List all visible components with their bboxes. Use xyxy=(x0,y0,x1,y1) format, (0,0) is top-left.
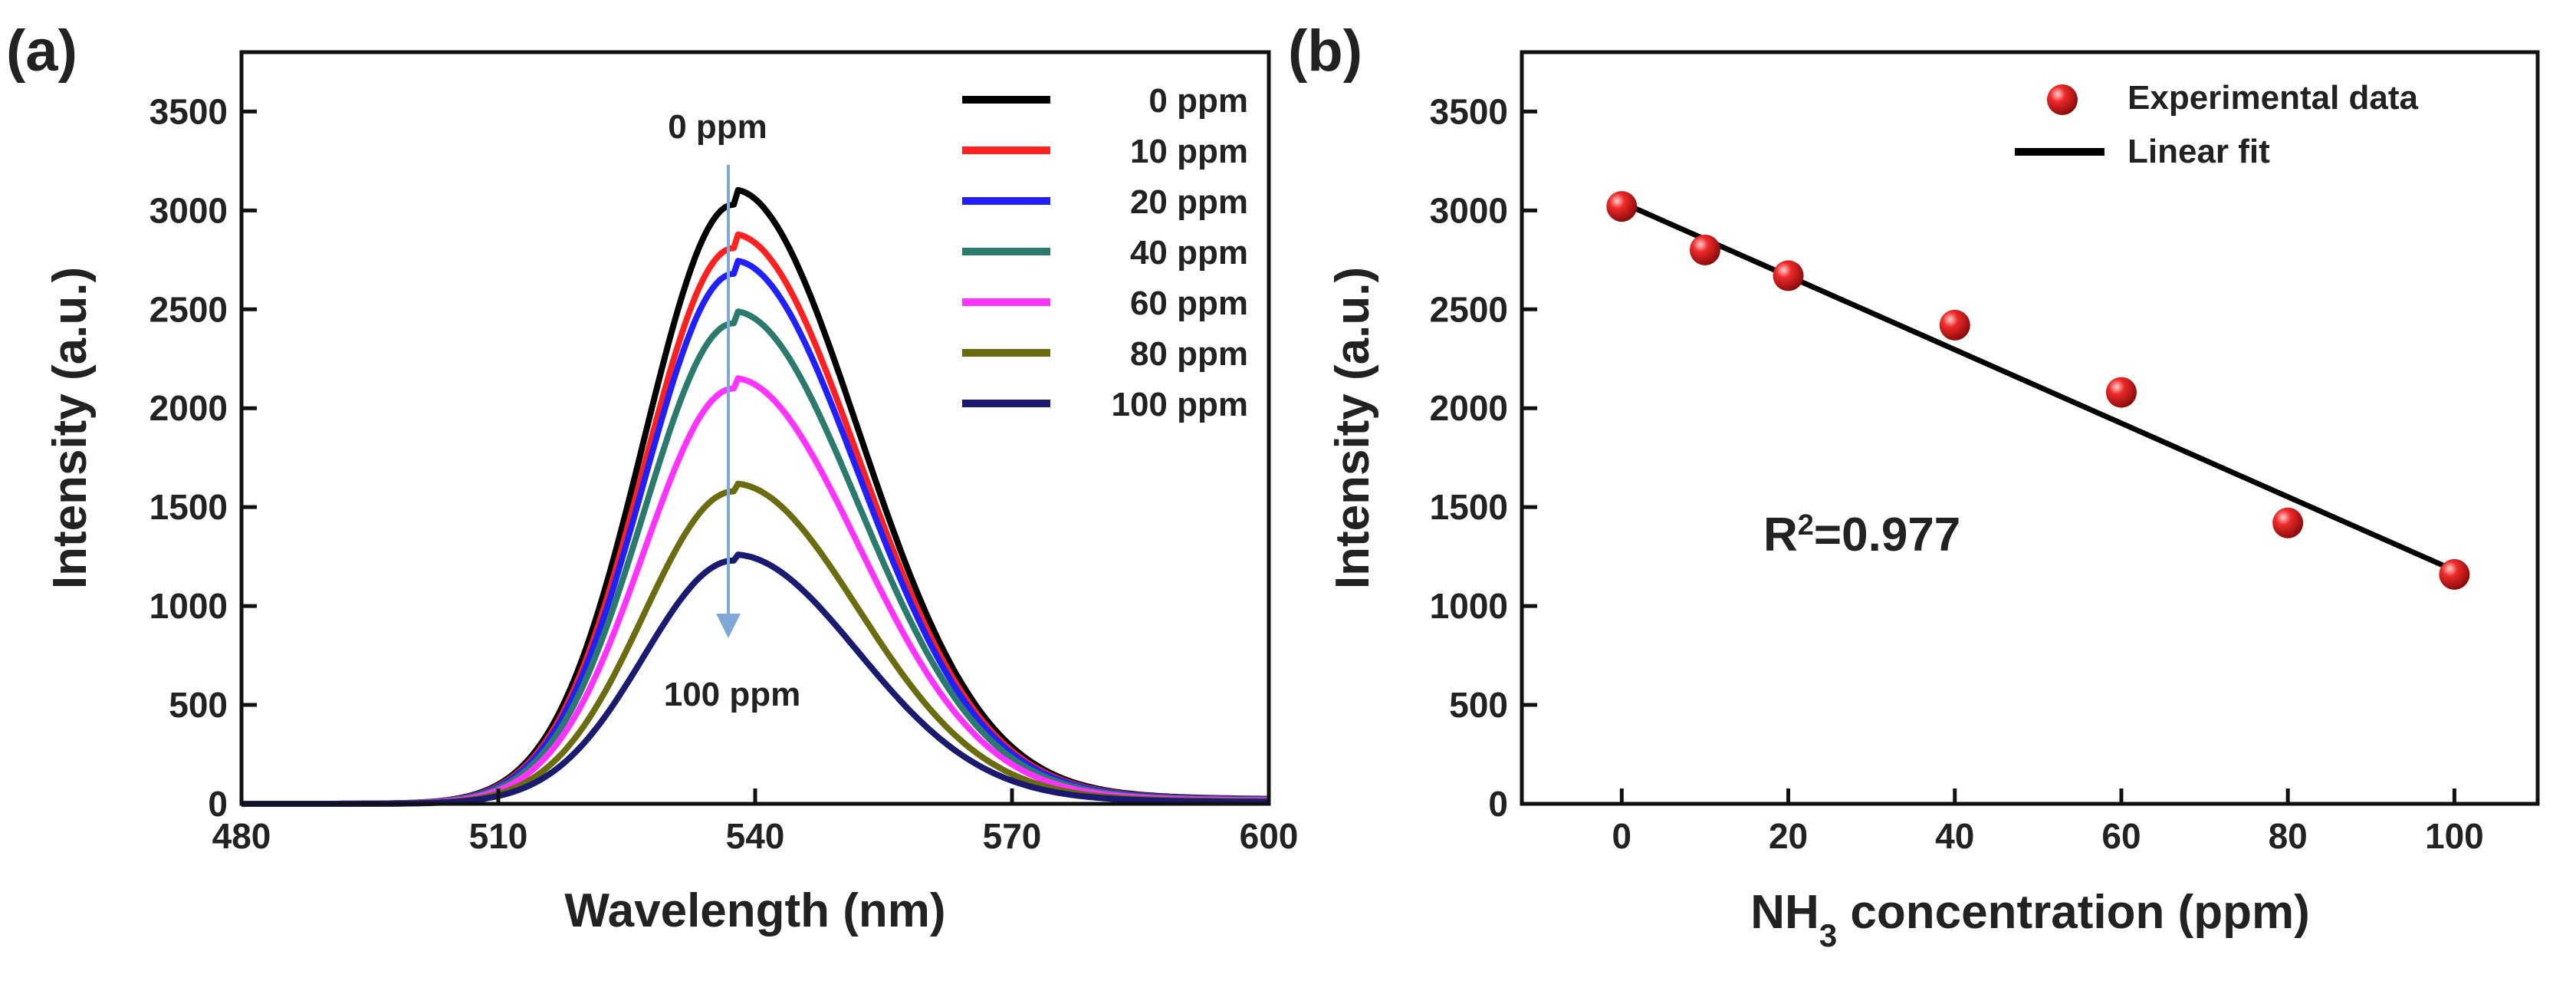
b-y-tick-label: 2000 xyxy=(1430,388,1508,428)
b-data-point xyxy=(1606,191,1638,222)
a-arrow-bottom-label: 100 ppm xyxy=(664,676,801,713)
b-x-axis-ticks: 0 20 40 60 80 100 xyxy=(1612,788,2484,856)
b-legend-marker xyxy=(2047,84,2078,115)
a-spectrum-line-4 xyxy=(242,375,1269,807)
a-legend-label: 40 ppm xyxy=(1130,234,1248,272)
b-x-tick-label: 40 xyxy=(1935,816,1974,856)
b-x-tick-label: 100 xyxy=(2425,816,2484,856)
a-x-axis-label: Wavelength (nm) xyxy=(564,884,945,937)
b-r2-superscript: 2 xyxy=(1798,509,1814,542)
b-y-tick-label: 2500 xyxy=(1430,289,1508,329)
panel-b: (b) 0 500 1000 1500 2000 2500 3000 3500 0 20 40 60… xyxy=(1288,18,2540,953)
b-x-label-rest: concentration (ppm) xyxy=(1837,886,2310,939)
b-y-tick-label: 3000 xyxy=(1430,190,1508,230)
a-y-tick-label: 1000 xyxy=(150,586,228,626)
a-y-tick-label: 2000 xyxy=(150,388,228,428)
a-arrow-top-label: 0 ppm xyxy=(668,108,767,146)
a-legend: 0 ppm 10 ppm 20 ppm 40 ppm 60 ppm 80 ppm 100 p… xyxy=(962,82,1248,423)
a-legend-label: 100 ppm xyxy=(1111,386,1248,423)
panel-b-letter: (b) xyxy=(1288,18,1362,84)
a-y-tick-label: 500 xyxy=(169,685,228,725)
a-y-tick-label: 3500 xyxy=(150,91,228,131)
panel-a-letter: (a) xyxy=(6,18,77,84)
a-y-tick-label: 3000 xyxy=(150,190,228,230)
b-data-point xyxy=(1773,260,1804,291)
b-x-label-main: NH xyxy=(1750,886,1819,939)
a-x-tick-label: 510 xyxy=(469,816,528,856)
b-legend-label: Linear fit xyxy=(2128,133,2270,170)
b-y-axis-label: Intensity (a.u.) xyxy=(1326,267,1379,589)
a-legend-label: 0 ppm xyxy=(1148,82,1248,120)
b-x-axis-label: NH3 concentration (ppm) xyxy=(1750,886,2309,953)
b-legend: Experimental data Linear fit xyxy=(2015,79,2419,170)
a-x-tick-label: 480 xyxy=(212,816,271,856)
b-x-tick-label: 80 xyxy=(2269,816,2308,856)
b-plot-frame xyxy=(1520,50,2540,806)
b-r2-value: =0.977 xyxy=(1814,509,1960,561)
b-x-label-subscript: 3 xyxy=(1819,917,1837,953)
a-legend-label: 10 ppm xyxy=(1130,133,1248,170)
b-y-tick-label: 3500 xyxy=(1430,91,1508,131)
b-legend-label: Experimental data xyxy=(2128,79,2419,117)
b-x-tick-label: 60 xyxy=(2101,816,2141,856)
a-legend-label: 60 ppm xyxy=(1130,285,1248,322)
b-data-point xyxy=(2272,507,2304,538)
b-linear-fit xyxy=(1620,199,2456,573)
a-y-tick-label: 0 xyxy=(208,784,228,824)
a-concentration-arrow: 0 ppm 100 ppm xyxy=(664,108,801,713)
b-y-axis-ticks: 0 500 1000 1500 2000 2500 3000 3500 xyxy=(1430,91,1537,824)
a-y-tick-label: 1500 xyxy=(150,487,228,527)
b-x-tick-label: 20 xyxy=(1769,816,1808,856)
b-y-tick-label: 0 xyxy=(1488,784,1508,824)
a-y-axis-ticks: 0 500 1000 1500 2000 2500 3000 3500 xyxy=(150,91,257,824)
b-y-tick-label: 1500 xyxy=(1430,487,1508,527)
b-data-point xyxy=(1689,234,1720,265)
a-x-axis-ticks: 480 510 540 570 600 xyxy=(212,788,1299,856)
a-y-tick-label: 2500 xyxy=(150,289,228,329)
a-spectrum-line-2 xyxy=(242,258,1270,807)
b-fit-line xyxy=(1620,199,2456,573)
b-r2-annotation: R2=0.977 xyxy=(1763,509,1960,561)
b-data-point xyxy=(1939,309,1970,341)
a-legend-label: 20 ppm xyxy=(1130,183,1248,221)
a-spectrum-line-5 xyxy=(242,480,1269,807)
a-x-tick-label: 540 xyxy=(726,816,785,856)
a-x-tick-label: 600 xyxy=(1240,816,1299,856)
a-arrow-head xyxy=(716,614,741,638)
b-data-points xyxy=(1606,191,2470,590)
b-y-tick-label: 1000 xyxy=(1430,586,1508,626)
b-x-tick-label: 0 xyxy=(1612,816,1632,856)
b-r2-letter: R xyxy=(1763,509,1798,561)
a-x-tick-label: 570 xyxy=(983,816,1042,856)
panel-a: (a) 0 500 1000 1500 2000 2500 3000 3500 480 510 5… xyxy=(6,18,1298,937)
b-data-point xyxy=(2439,558,2470,590)
a-y-axis-label: Intensity (a.u.) xyxy=(44,267,97,589)
a-legend-label: 80 ppm xyxy=(1130,335,1248,373)
b-y-tick-label: 500 xyxy=(1449,685,1508,725)
b-data-point xyxy=(2105,377,2137,408)
